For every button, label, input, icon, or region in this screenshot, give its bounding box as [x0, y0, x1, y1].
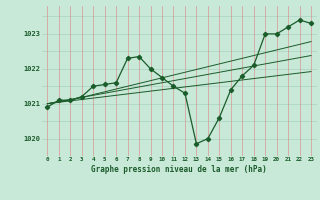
X-axis label: Graphe pression niveau de la mer (hPa): Graphe pression niveau de la mer (hPa) — [91, 165, 267, 174]
